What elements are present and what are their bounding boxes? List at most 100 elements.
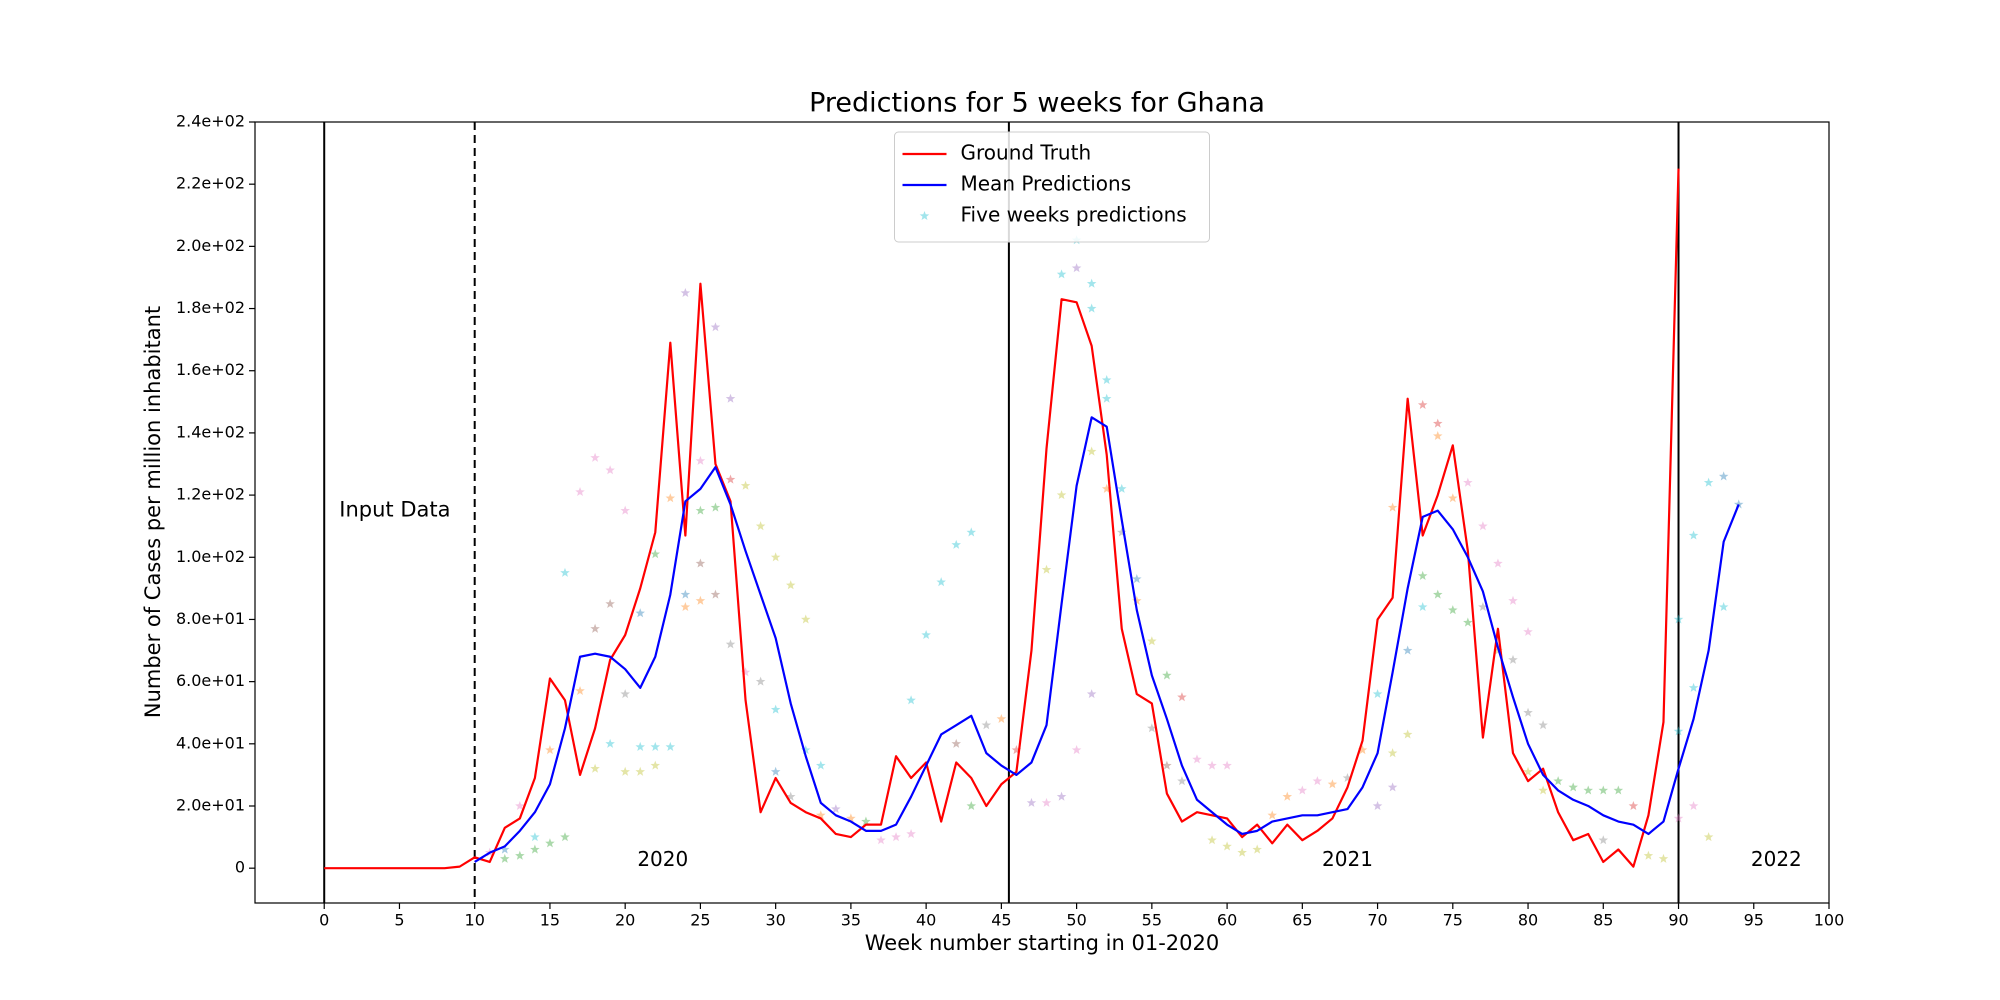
data-point: [665, 493, 676, 503]
legend: [894, 131, 1210, 243]
data-line: [474, 416, 1740, 863]
data-point: [1673, 813, 1684, 823]
data-point: [605, 738, 615, 748]
data-point: [1448, 605, 1458, 615]
data-point: [665, 741, 676, 751]
data-point: [515, 850, 525, 860]
y-tick-label: 0: [235, 858, 245, 877]
data-point: [680, 288, 691, 298]
data-point: [1086, 446, 1097, 456]
data-point: [1162, 760, 1172, 770]
annotation: 2022: [1751, 847, 1802, 871]
data-point: [725, 474, 736, 484]
data-point: [695, 505, 706, 515]
data-point: [755, 521, 766, 531]
data-point: [1207, 760, 1217, 770]
data-point: [650, 760, 661, 770]
data-point: [1312, 776, 1323, 786]
data-point: [891, 832, 901, 842]
data-point: [635, 766, 645, 776]
data-point: [1688, 801, 1699, 811]
x-tick-label: 15: [540, 911, 560, 930]
data-point: [695, 595, 706, 605]
data-point: [1402, 729, 1413, 739]
data-point: [1147, 723, 1157, 733]
x-tick-label: 60: [1217, 911, 1237, 930]
data-point: [1538, 785, 1548, 795]
data-point: [740, 480, 751, 490]
legend-label: Five weeks predictions: [961, 203, 1187, 227]
x-tick-label: 75: [1443, 911, 1463, 930]
data-point: [710, 322, 721, 332]
data-point: [1448, 493, 1458, 503]
y-tick-label: 1.6e+02: [176, 360, 245, 379]
y-tick-label: 2.2e+02: [176, 174, 245, 193]
data-point: [545, 745, 555, 755]
x-tick-label: 5: [394, 911, 404, 930]
annotation: Input Data: [339, 498, 450, 522]
data-point: [1101, 393, 1112, 403]
data-point: [1387, 782, 1398, 792]
data-point: [545, 838, 555, 848]
data-point: [1673, 614, 1684, 624]
data-point: [575, 486, 585, 497]
data-point: [560, 832, 570, 842]
data-point: [1703, 477, 1714, 487]
plot-frame: [254, 121, 1830, 904]
data-point: [1117, 527, 1127, 537]
data-point: [1402, 645, 1413, 655]
data-point: [1417, 602, 1428, 612]
data-point: [1011, 745, 1022, 755]
data-point: [1417, 570, 1428, 580]
data-point: [1433, 589, 1443, 599]
x-tick-label: 70: [1367, 911, 1387, 930]
data-point: [1041, 797, 1052, 807]
data-point: [500, 844, 510, 854]
data-point: [740, 667, 751, 677]
data-point: [1252, 844, 1262, 854]
y-tick-label: 1.0e+02: [176, 547, 245, 566]
chart-title: Predictions for 5 weeks for Ghana: [809, 88, 1265, 119]
x-tick-label: 85: [1593, 911, 1613, 930]
data-point: [966, 801, 977, 811]
x-tick-label: 45: [991, 911, 1011, 930]
data-point: [725, 393, 736, 403]
data-point: [1583, 785, 1593, 795]
data-point: [1327, 779, 1338, 789]
data-point: [1538, 720, 1548, 730]
data-point: [816, 810, 826, 820]
data-point: [575, 685, 585, 696]
data-point: [1733, 499, 1744, 509]
data-point: [1222, 760, 1232, 770]
x-tick-label: 40: [916, 911, 936, 930]
x-tick-label: 0: [319, 911, 329, 930]
data-point: [1177, 776, 1187, 786]
data-point: [1387, 748, 1398, 758]
data-point: [1237, 847, 1247, 857]
data-point: [1658, 853, 1669, 863]
data-point: [1056, 490, 1067, 500]
data-point: [831, 804, 841, 814]
x-tick-label: 10: [465, 911, 485, 930]
data-point: [800, 745, 811, 755]
legend-label: Mean Predictions: [961, 172, 1132, 196]
data-point: [996, 713, 1007, 723]
y-tick-label: 1.2e+02: [176, 485, 245, 504]
data-point: [650, 741, 661, 751]
data-point: [1628, 801, 1639, 811]
data-point: [1071, 263, 1082, 273]
data-point: [1222, 841, 1232, 851]
data-point: [710, 589, 721, 599]
x-tick-label: 50: [1066, 911, 1086, 930]
data-point: [1086, 303, 1097, 313]
data-point: [1101, 483, 1112, 493]
data-point: [770, 552, 781, 562]
data-point: [1071, 745, 1082, 755]
data-point: [650, 549, 661, 559]
data-point: [800, 614, 811, 624]
data-point: [951, 539, 961, 549]
y-tick-label: 2.0e+02: [176, 236, 245, 255]
data-point: [635, 741, 645, 751]
data-point: [1718, 602, 1729, 612]
